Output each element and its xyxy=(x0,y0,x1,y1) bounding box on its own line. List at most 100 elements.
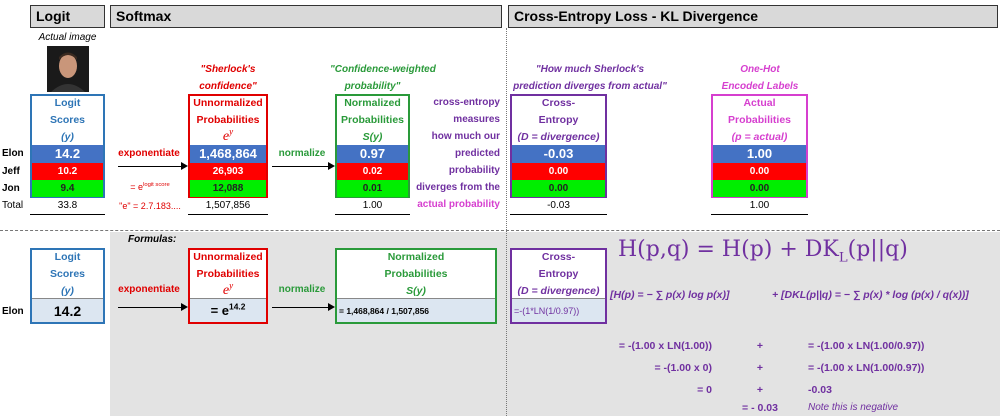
formula-value: 14.2 xyxy=(53,303,82,319)
total-value: 1.00 xyxy=(362,200,383,211)
cell-value: 0.00 xyxy=(749,182,770,194)
formula-cell xyxy=(337,298,495,322)
column-box xyxy=(188,94,268,198)
formula-value: = e14.2 xyxy=(188,301,268,319)
derivation: + xyxy=(756,340,764,352)
formula-kl: + [DKL(p||q) = − ∑ p(x) * log (p(x) / q(… xyxy=(772,289,969,301)
derivation: + xyxy=(756,384,764,396)
column-header-base: e xyxy=(222,129,230,144)
arrow-head xyxy=(181,303,188,311)
cell xyxy=(190,163,266,180)
formula-value-base: = e xyxy=(210,303,229,318)
column-header: Logit xyxy=(54,97,81,109)
column-header: S(y) xyxy=(362,131,383,143)
cell-value: 12,088 xyxy=(212,182,244,194)
cell-value: 0.02 xyxy=(362,165,383,177)
cell xyxy=(713,145,806,163)
column-box xyxy=(510,94,607,198)
row-label: Jeff xyxy=(2,165,20,177)
cell-value: 0.00 xyxy=(749,165,770,177)
column-box xyxy=(335,94,410,198)
column-header-sup: y xyxy=(229,126,234,137)
column-header: (D = divergence) xyxy=(517,285,600,297)
explanation: measures xyxy=(453,114,500,125)
cell xyxy=(512,180,605,197)
caption: Actual image xyxy=(38,32,97,43)
arrow-head xyxy=(181,162,188,170)
separator xyxy=(506,28,507,416)
cell xyxy=(337,180,408,197)
total-underline xyxy=(188,214,268,215)
column-header: Normalized xyxy=(387,251,445,263)
column-header: Entropy xyxy=(538,268,579,280)
formula-value-sup: 14.2 xyxy=(229,301,246,312)
caption: Encoded Labels xyxy=(721,81,799,92)
derivation: = -(1.00 x LN(1.00/0.97)) xyxy=(808,362,925,374)
explanation: probability xyxy=(448,165,500,176)
column-header: (y) xyxy=(61,131,74,143)
formula-main: H(p,q) = H(p) + DKL(p||q) xyxy=(618,236,978,266)
column-box xyxy=(711,94,808,198)
derivation: -0.03 xyxy=(808,384,832,396)
explanation: cross-entropy xyxy=(433,97,500,108)
total-value: 33.8 xyxy=(57,200,78,211)
column-header: Logit xyxy=(54,251,81,263)
caption: "Sherlock's xyxy=(200,64,256,75)
arrow-head xyxy=(328,303,335,311)
caption: "How much Sherlock's xyxy=(535,64,645,75)
cell-value: 0.01 xyxy=(362,182,383,194)
row-label: Total xyxy=(2,200,24,211)
cell xyxy=(32,180,103,197)
total-value: 1,507,856 xyxy=(205,200,251,211)
arrow-line xyxy=(272,307,329,308)
row-label: Elon xyxy=(2,306,24,317)
cell-value: 14.2 xyxy=(54,146,81,161)
column-header: Scores xyxy=(49,114,86,126)
arrow-label: exponentiate xyxy=(118,148,180,159)
formula-cell xyxy=(190,298,266,322)
column-header: Probabilities xyxy=(727,114,791,126)
header: Logit xyxy=(30,5,105,28)
cell-value: 0.97 xyxy=(359,146,386,161)
total-underline xyxy=(510,214,607,215)
column-header: Unnormalized xyxy=(193,97,263,109)
derivation: = -(1.00 x 0) xyxy=(654,362,713,374)
formula-entropy: [H(p) = − ∑ p(x) log p(x)] xyxy=(610,289,730,301)
header: Softmax xyxy=(110,5,502,28)
cell-value: 1.00 xyxy=(746,146,773,161)
total-underline xyxy=(335,214,410,215)
cell xyxy=(512,145,605,163)
caption: One-Hot xyxy=(740,64,780,75)
arrow-label: exponentiate xyxy=(118,284,180,295)
photo xyxy=(47,46,89,92)
column-header: Cross- xyxy=(541,97,576,109)
column-header: Actual xyxy=(743,97,776,109)
cell xyxy=(512,163,605,180)
formula-part: H(p,q) = H(p) + DK xyxy=(618,237,839,262)
formula-part: L xyxy=(838,250,848,266)
column-header-base: e xyxy=(222,283,230,298)
explanation: how much our xyxy=(431,131,500,142)
cell xyxy=(190,180,266,197)
caption: prediction diverges from actual" xyxy=(513,81,667,92)
formulas-title: Formulas: xyxy=(128,234,177,245)
total-value: -0.03 xyxy=(547,200,570,211)
result: = - 0.03 xyxy=(742,402,778,414)
cell xyxy=(713,163,806,180)
cell-value: 0.00 xyxy=(548,182,569,194)
total-underline xyxy=(30,214,105,215)
explanation: predicted xyxy=(454,148,500,159)
column-header: Normalized xyxy=(344,97,401,109)
explanation: actual probability xyxy=(417,199,500,210)
note: Note this is negative xyxy=(808,402,899,413)
column-header: (D = divergence) xyxy=(517,131,600,143)
formula-value: = 1,468,864 / 1,507,856 xyxy=(339,306,430,316)
arrow-head xyxy=(328,162,335,170)
total-underline xyxy=(711,214,808,215)
derivation: = -(1.00 x LN(1.00)) xyxy=(618,340,712,352)
note-base: = e xyxy=(130,182,144,192)
column-header: Probabilities xyxy=(340,114,404,126)
column-header: S(y) xyxy=(406,285,426,297)
column-box xyxy=(30,94,105,198)
